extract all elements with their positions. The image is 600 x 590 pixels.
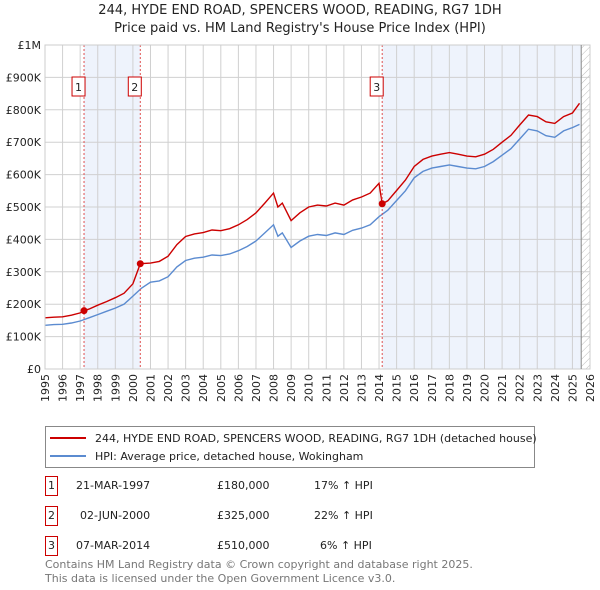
y-tick-label: £200K: [6, 298, 42, 311]
x-tick-label: 1998: [92, 374, 105, 402]
footer-line: This data is licensed under the Open Gov…: [45, 572, 396, 585]
legend-label: HPI: Average price, detached house, Woki…: [95, 449, 364, 463]
y-tick-label: £800K: [6, 104, 42, 117]
y-tick-label: £900K: [6, 71, 42, 84]
sale-label-box: [369, 76, 384, 97]
y-tick-label: £0: [27, 363, 41, 376]
x-tick-label: 2018: [443, 374, 456, 402]
sale-hpi: 17% ↑ HPI: [314, 479, 373, 492]
sale-price: £510,000: [217, 539, 270, 552]
chart-subtitle: Price paid vs. HM Land Registry's House …: [114, 21, 486, 36]
legend-item-hpi: HPI: Average price, detached house, Woki…: [50, 448, 363, 464]
x-tick-label: 1999: [109, 374, 122, 402]
footer-line: Contains HM Land Registry data © Crown c…: [45, 558, 473, 571]
x-tick-label: 2009: [285, 374, 298, 402]
x-tick-label: 2017: [426, 374, 439, 402]
y-tick-label: £600K: [6, 169, 42, 182]
y-tick-label: £400K: [6, 233, 42, 246]
sale-point: [136, 260, 144, 268]
x-tick-label: 2001: [144, 374, 157, 402]
x-tick-label: 2006: [232, 374, 245, 402]
legend-swatch-red: [50, 437, 86, 439]
x-tick-label: 2004: [197, 374, 210, 402]
legend-item-property: 244, HYDE END ROAD, SPENCERS WOOD, READI…: [50, 430, 537, 446]
sale-row: 1 21-MAR-1997 £180,000 17% ↑ HPI: [45, 476, 445, 496]
x-tick-label: 2024: [549, 374, 562, 402]
x-tick-label: 1996: [57, 374, 70, 402]
x-tick-label: 2000: [127, 374, 140, 402]
sale-date: 02-JUN-2000: [80, 509, 151, 522]
sale-label: 1: [75, 81, 82, 94]
sale-marker-badge: 2: [45, 506, 58, 526]
x-tick-label: 1995: [39, 374, 52, 402]
sale-label-box: [71, 76, 86, 97]
x-tick-label: 2013: [355, 374, 368, 402]
x-tick-label: 2021: [496, 374, 509, 402]
sale-label: 3: [373, 81, 380, 94]
x-tick-label: 2005: [215, 374, 228, 402]
legend: 244, HYDE END ROAD, SPENCERS WOOD, READI…: [45, 426, 537, 468]
sale-row: 2 02-JUN-2000 £325,000 22% ↑ HPI: [45, 506, 445, 526]
sale-point: [80, 307, 88, 315]
series-line: [44, 102, 581, 319]
x-tick-label: 2019: [461, 374, 474, 402]
sale-price: £325,000: [217, 509, 270, 522]
plot-frame: [44, 44, 591, 370]
y-tick-label: £1M: [18, 39, 42, 52]
sale-date: 21-MAR-1997: [76, 479, 151, 492]
price-chart: 1 2 3 1995 1996 1997 1998 1999 2000 2001 2002 2003 2…: [6, 39, 597, 402]
x-tick-label: 2014: [373, 374, 386, 402]
legend-label: 244, HYDE END ROAD, SPENCERS WOOD, READI…: [95, 431, 537, 445]
y-tick-label: £100K: [6, 331, 42, 344]
x-tick-label: 2022: [514, 374, 527, 402]
sale-hpi: 6% ↑ HPI: [320, 539, 372, 552]
x-tick-label: 2020: [479, 374, 492, 402]
sale-point: [378, 200, 386, 208]
x-tick-label: 2023: [531, 374, 544, 402]
x-tick-label: 2002: [162, 374, 175, 402]
footer: Contains HM Land Registry data © Crown c…: [45, 558, 473, 586]
sale-date: 07-MAR-2014: [76, 539, 151, 552]
legend-swatch-blue: [50, 455, 86, 457]
x-tick-label: 2025: [566, 374, 579, 402]
y-tick-label: £500K: [6, 201, 42, 214]
sale-hpi: 22% ↑ HPI: [314, 509, 373, 522]
x-tick-label: 2012: [338, 374, 351, 402]
y-tick-label: £300K: [6, 266, 42, 279]
x-tick-label: 2008: [268, 374, 281, 402]
sale-label: 2: [131, 81, 138, 94]
x-tick-label: 2003: [180, 374, 193, 402]
x-tick-label: 2026: [584, 374, 597, 402]
x-tick-label: 2016: [408, 374, 421, 402]
sale-marker-badge: 3: [45, 536, 58, 556]
sale-row: 3 07-MAR-2014 £510,000 6% ↑ HPI: [45, 536, 445, 556]
chart-title: 244, HYDE END ROAD, SPENCERS WOOD, READI…: [98, 3, 502, 18]
sale-price: £180,000: [217, 479, 270, 492]
sale-label-box: [127, 76, 142, 97]
x-tick-label: 2007: [250, 374, 263, 402]
x-tick-label: 2015: [391, 374, 404, 402]
y-tick-label: £700K: [6, 136, 42, 149]
x-tick-label: 1997: [74, 374, 87, 402]
sale-marker-badge: 1: [45, 476, 58, 496]
x-tick-label: 2010: [303, 374, 316, 402]
series-line: [44, 123, 580, 326]
x-tick-label: 2011: [320, 374, 333, 402]
